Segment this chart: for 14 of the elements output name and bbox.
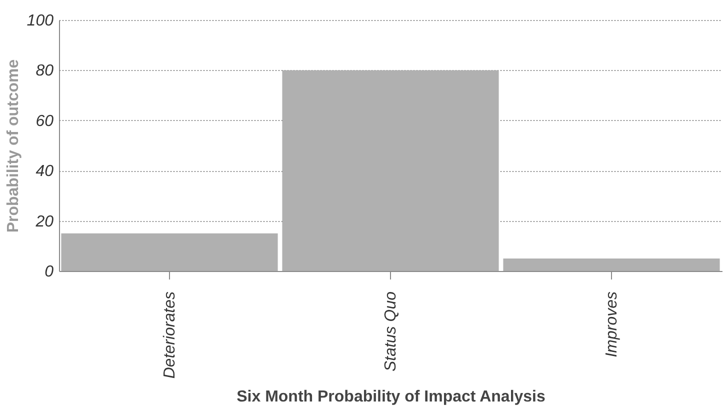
bar <box>503 258 720 271</box>
y-tick-label: 80 <box>36 62 54 80</box>
x-axis-title: Six Month Probability of Impact Analysis <box>236 388 546 406</box>
y-axis-title: Probability of outcome <box>4 59 22 233</box>
x-tick-label: Deteriorates <box>162 292 178 379</box>
y-tick-label: 100 <box>26 12 54 30</box>
x-tick-label: Status Quo <box>382 291 400 372</box>
y-tick-label: 60 <box>36 112 54 130</box>
bar <box>282 70 499 271</box>
x-tick-label: Improves <box>604 292 620 358</box>
y-tick-label: 0 <box>44 264 54 280</box>
y-tick-label: 40 <box>36 163 54 180</box>
y-tick-label: 20 <box>34 213 54 230</box>
bar <box>61 233 278 271</box>
